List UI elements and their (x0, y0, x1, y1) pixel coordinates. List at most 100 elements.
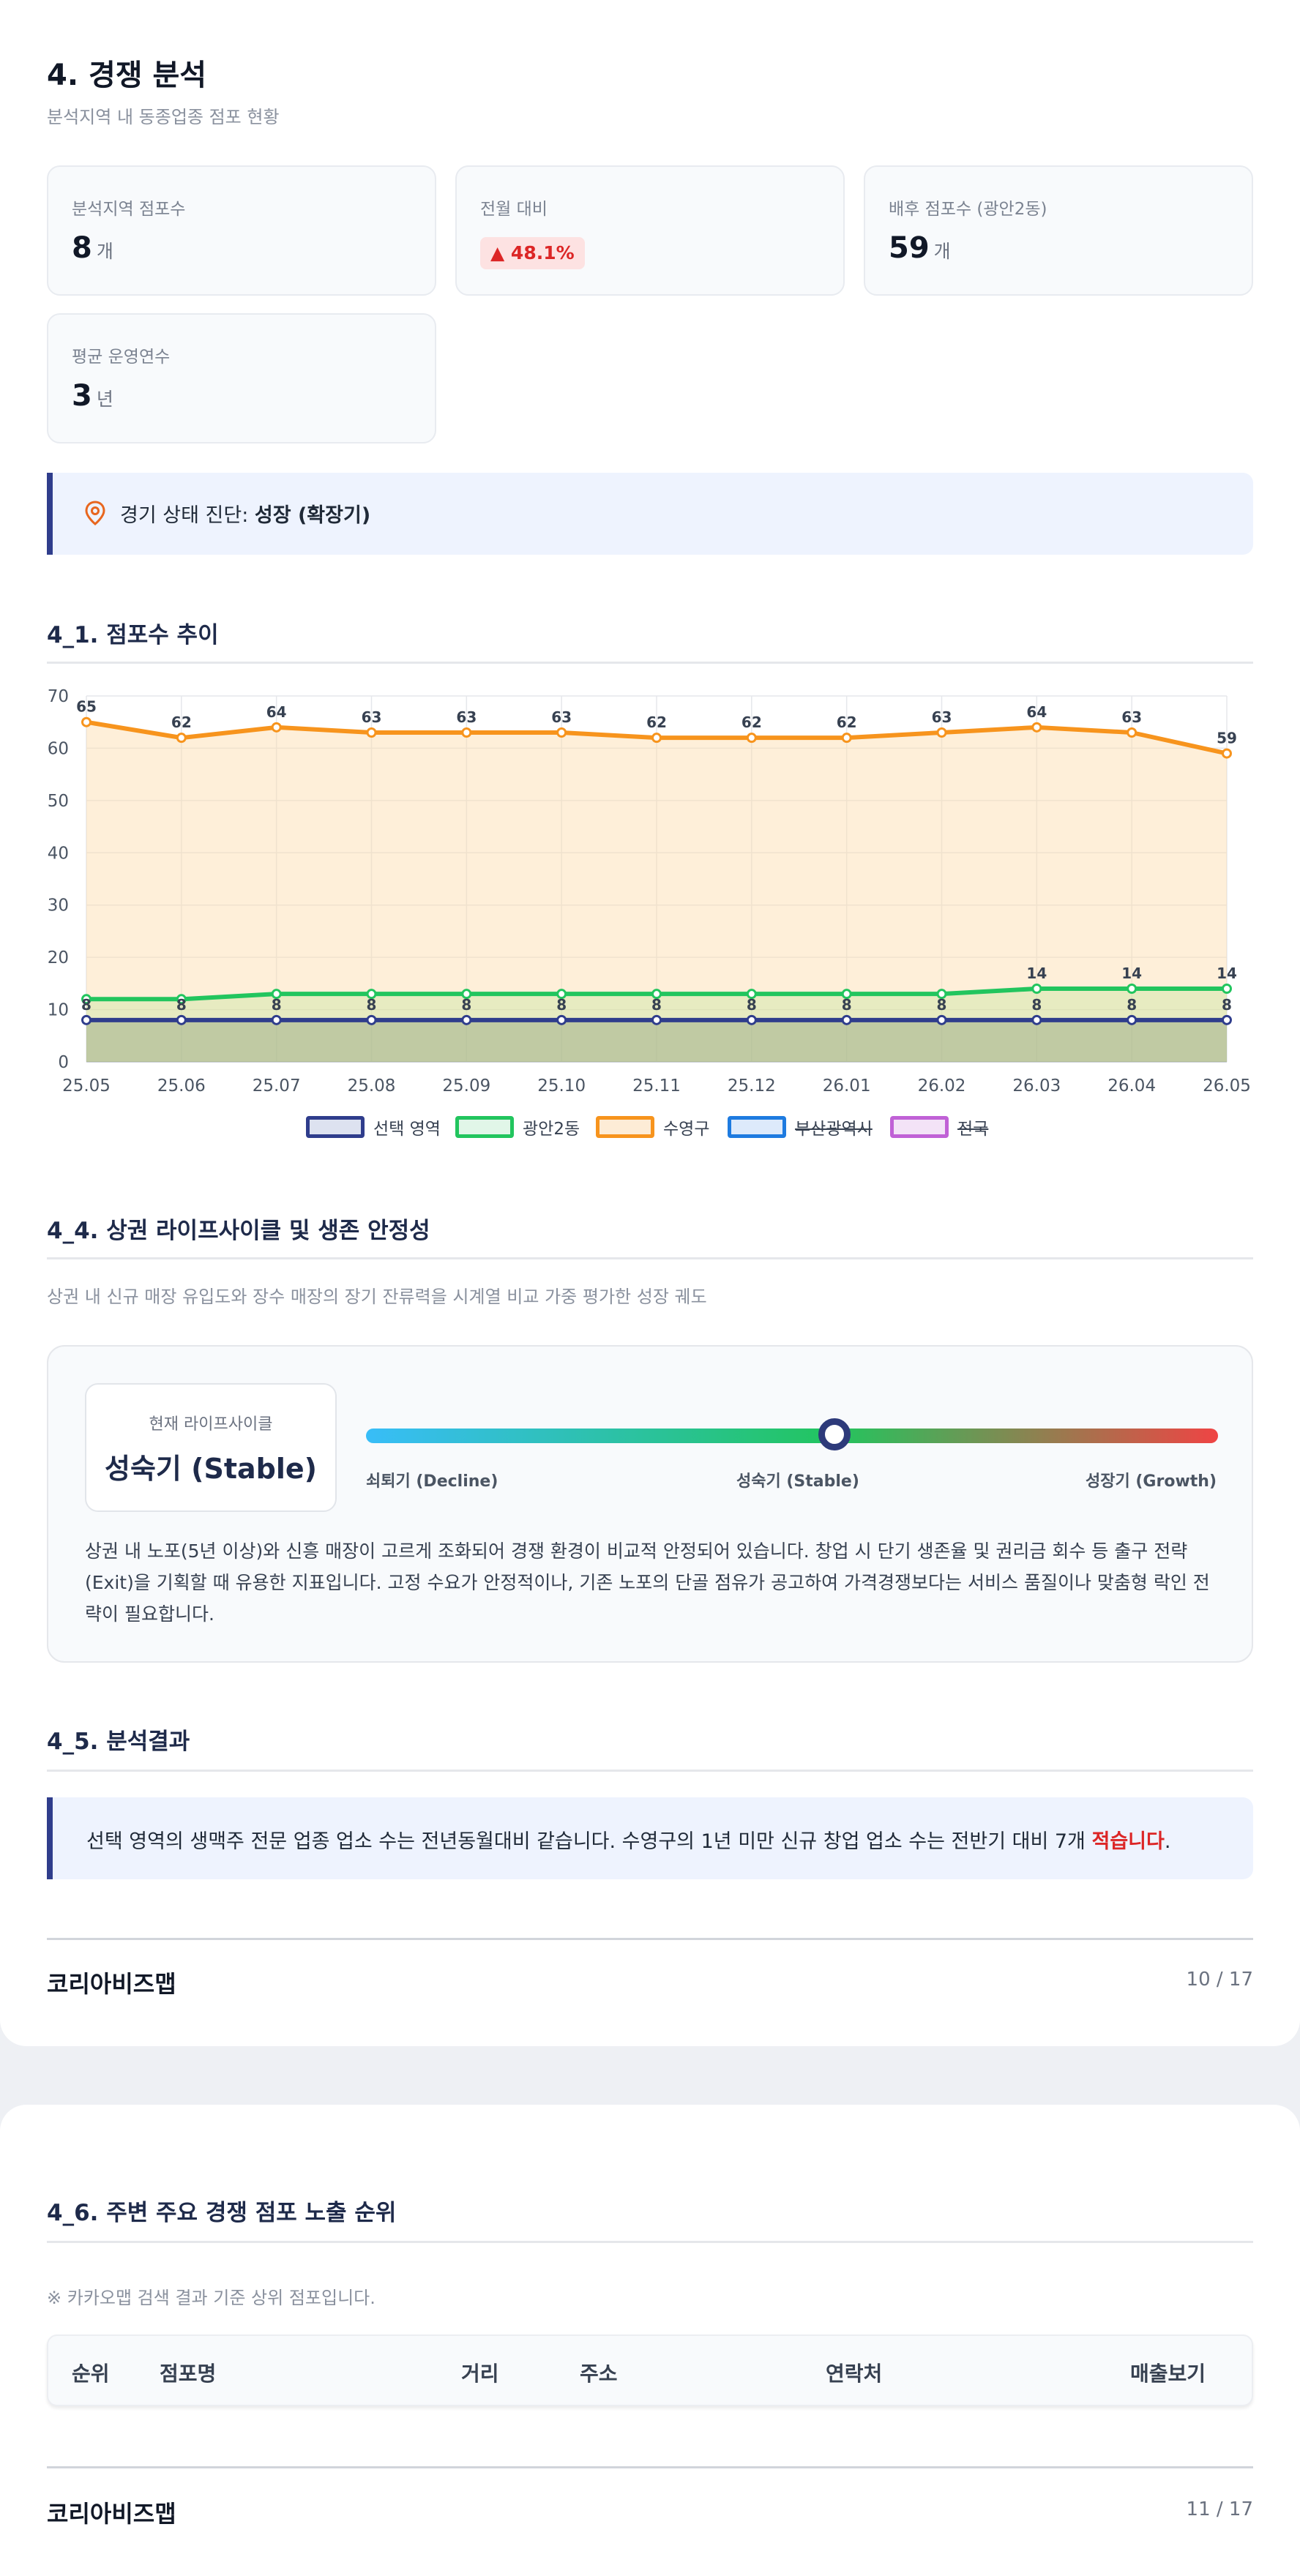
legend-label: 전국 (957, 1120, 989, 1139)
lifecycle-gauge-marker (818, 1418, 851, 1450)
footer-brand: 코리아비즈맵 (47, 1970, 176, 1998)
data-label: 63 (551, 708, 572, 726)
data-point (1127, 984, 1138, 994)
stat-card-month-change: 전월 대비 ▲ 48.1% (455, 165, 845, 296)
divider (47, 1770, 1253, 1772)
data-point (746, 989, 757, 1000)
data-label: 14 (1121, 965, 1142, 982)
data-point (746, 1014, 757, 1025)
data-point (81, 716, 91, 727)
stat-number: 59 (889, 231, 930, 265)
data-label: 62 (171, 714, 192, 731)
data-point (651, 733, 662, 744)
data-point (366, 1014, 377, 1025)
legend-swatch (596, 1116, 654, 1138)
data-point (556, 727, 567, 738)
legend-item-national[interactable]: 전국 (890, 1112, 988, 1142)
data-label: 8 (272, 996, 282, 1014)
legend-swatch (890, 1116, 949, 1138)
ranking-note: ※ 카카오맵 검색 결과 기준 상위 점포입니다. (47, 2288, 376, 2308)
data-point (556, 989, 567, 1000)
legend-item-selected-area[interactable]: 선택 영역 (306, 1112, 441, 1142)
lifecycle-subtitle: 상권 내 신규 매장 유입도와 장수 매장의 장기 잔류력을 시계열 비교 가중… (47, 1287, 707, 1307)
data-point (461, 1014, 472, 1025)
data-label: 8 (461, 996, 471, 1014)
col-store-name: 점포명 (160, 2362, 217, 2386)
lifecycle-panel: 현재 라이프사이클 성숙기 (Stable) 쇠퇴기 (Decline) 성숙기… (47, 1345, 1253, 1663)
data-label: 65 (76, 698, 97, 716)
stat-unit: 개 (933, 241, 951, 262)
data-label: 62 (741, 714, 762, 731)
result-end: . (1164, 1830, 1171, 1853)
col-address: 주소 (580, 2362, 618, 2386)
data-label: 14 (1217, 965, 1237, 982)
data-point (271, 722, 282, 733)
col-distance: 거리 (461, 2362, 499, 2386)
data-label: 8 (1031, 996, 1042, 1014)
x-tick-label: 25.08 (348, 1077, 396, 1096)
stat-card-hinterland-count: 배후 점포수 (광안2동) 59 개 (864, 165, 1253, 296)
data-point (936, 989, 947, 1000)
map-pin-icon (85, 501, 105, 525)
data-label: 63 (932, 708, 952, 726)
data-label: 8 (1222, 996, 1232, 1014)
legend-swatch (728, 1116, 786, 1138)
diagnosis-label: 경기 상태 진단: (120, 504, 255, 527)
data-point (176, 994, 187, 1005)
x-tick-label: 25.11 (632, 1077, 681, 1096)
data-label: 63 (456, 708, 477, 726)
result-sentence: 선택 영역의 생맥주 전문 업종 업소 수는 전년동월대비 같습니다. 수영구의… (86, 1830, 1092, 1853)
data-point (841, 989, 852, 1000)
stat-number: 8 (72, 231, 92, 265)
result-highlight: 적습니다 (1091, 1830, 1165, 1853)
data-label: 14 (1026, 965, 1047, 982)
data-label: 8 (556, 996, 567, 1014)
stat-unit: 년 (96, 389, 113, 410)
data-label: 8 (747, 996, 757, 1014)
trend-title: 4_1. 점포수 추이 (47, 622, 219, 648)
legend-item-busan[interactable]: 부산광역시 (728, 1112, 873, 1142)
y-tick-label: 60 (48, 739, 69, 758)
result-callout: 선택 영역의 생맥주 전문 업종 업소 수는 전년동월대비 같습니다. 수영구의… (47, 1797, 1253, 1879)
gauge-label-growth: 성장기 (Growth) (1085, 1472, 1217, 1491)
data-label: 62 (837, 714, 857, 731)
series-area (86, 1019, 1227, 1062)
x-tick-label: 25.05 (62, 1077, 111, 1096)
legend-item-gwangan2[interactable]: 광안2동 (455, 1112, 580, 1142)
data-label: 8 (651, 996, 662, 1014)
data-point (461, 989, 472, 1000)
x-tick-label: 26.01 (823, 1077, 871, 1096)
data-point (1222, 748, 1232, 759)
data-point (1031, 1014, 1042, 1025)
legend-swatch (306, 1116, 365, 1138)
data-label: 8 (367, 996, 377, 1014)
divider (47, 1257, 1253, 1259)
x-tick-label: 26.05 (1203, 1077, 1251, 1096)
data-label: 8 (176, 996, 187, 1014)
legend-label: 부산광역시 (795, 1120, 873, 1139)
section-title: 4. 경쟁 분석 (47, 59, 207, 92)
data-label: 63 (1121, 708, 1142, 726)
divider (47, 662, 1253, 664)
stat-label: 전월 대비 (480, 200, 548, 219)
current-lifecycle-label: 현재 라이프사이클 (149, 1415, 273, 1434)
footer-divider (47, 2466, 1253, 2468)
data-label: 64 (266, 703, 287, 721)
data-label: 8 (81, 996, 91, 1014)
legend-item-suyeong[interactable]: 수영구 (596, 1112, 709, 1142)
x-tick-label: 25.09 (442, 1077, 490, 1096)
stat-label: 평균 운영연수 (72, 348, 171, 367)
col-sales: 매출보기 (1130, 2362, 1206, 2386)
data-point (1222, 984, 1232, 994)
footer-page-number: 11 / 17 (1186, 2498, 1253, 2520)
data-label: 8 (842, 996, 852, 1014)
ranking-title: 4_6. 주변 주요 경쟁 점포 노출 순위 (47, 2200, 397, 2226)
stat-unit: 개 (96, 241, 113, 262)
data-label: 64 (1026, 703, 1047, 721)
data-point (1031, 984, 1042, 994)
change-badge: ▲ 48.1% (480, 237, 585, 269)
legend-label: 광안2동 (523, 1120, 580, 1139)
data-label: 59 (1217, 730, 1237, 747)
x-tick-label: 25.10 (537, 1077, 586, 1096)
